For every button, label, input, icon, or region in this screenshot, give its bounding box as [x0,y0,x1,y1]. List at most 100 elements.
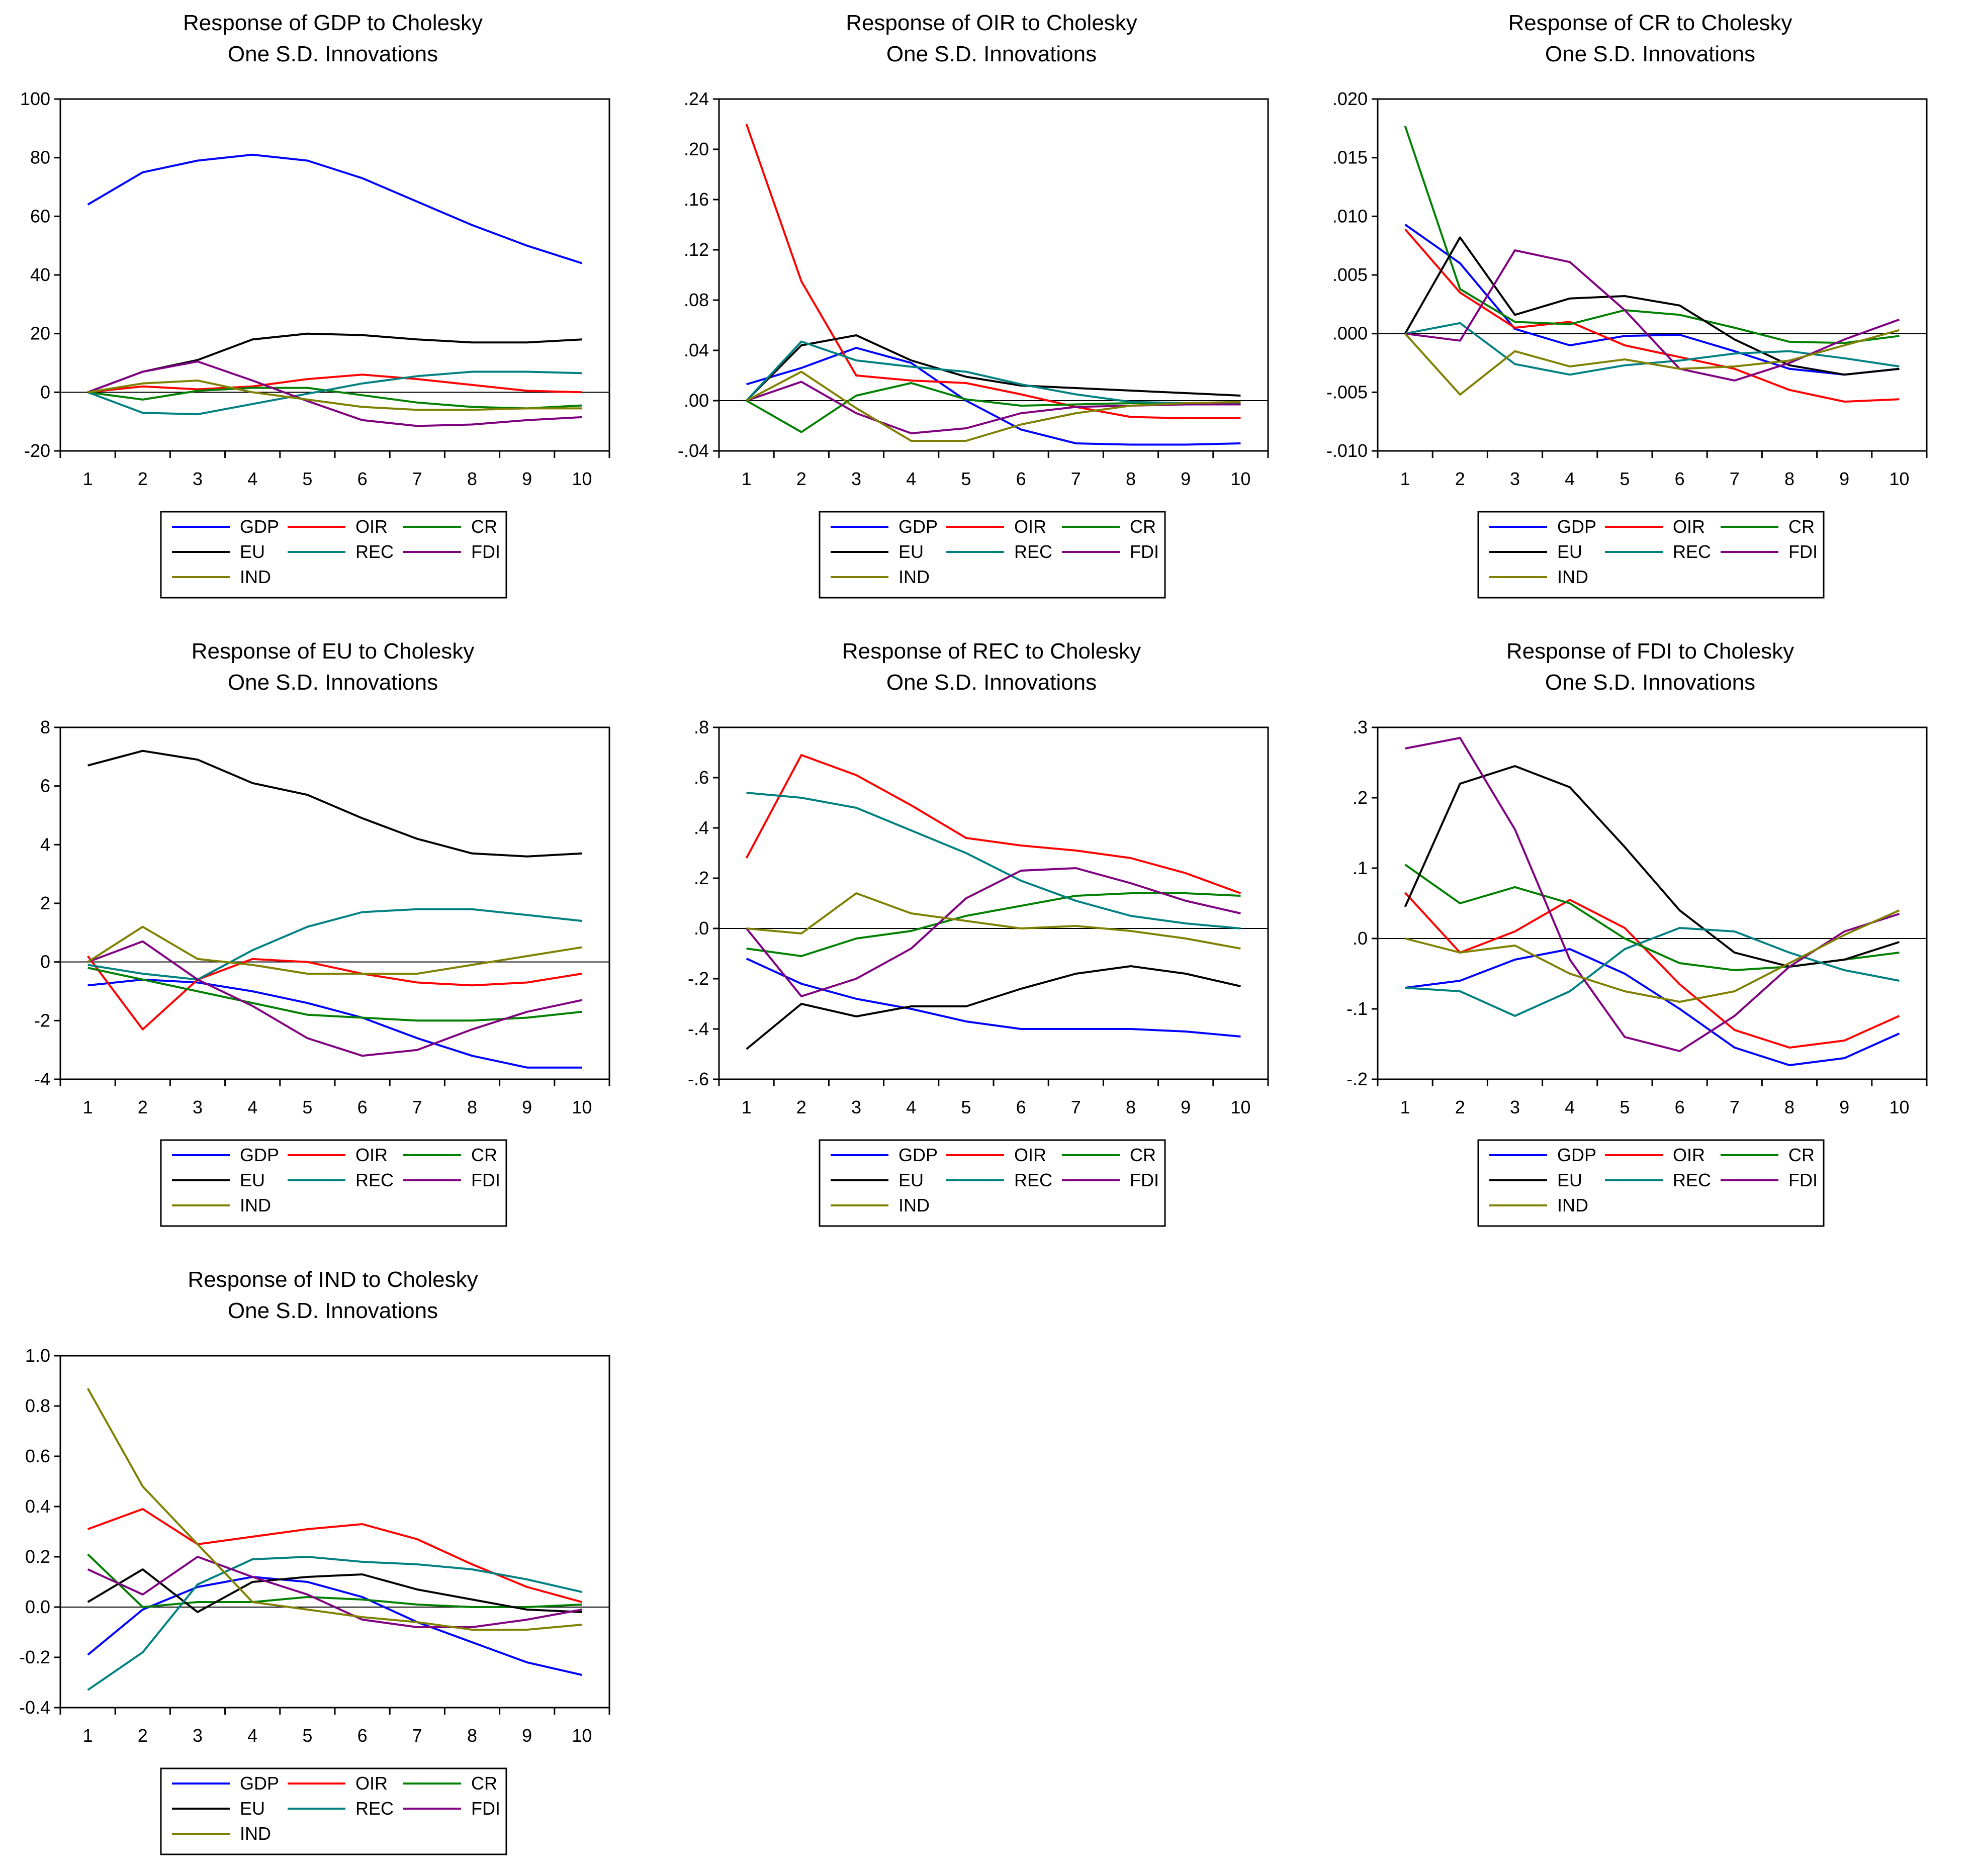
x-tick-label: 4 [247,1097,257,1117]
chart-eu-response: Response of EU to Cholesky One S.D. Innov… [34,639,610,1227]
legend-box [160,1139,507,1227]
x-tick-label: 5 [302,1097,312,1117]
y-tick-label: .000 [1332,323,1368,344]
y-tick-label: 1.0 [25,1345,50,1366]
legend-label-ind: IND [1557,567,1588,587]
series-line-ind [746,370,1241,442]
series-line-oir [745,754,1241,894]
y-tick-label: 0 [40,382,50,402]
y-tick-label: 8 [40,717,50,737]
plot-frame [1377,98,1928,452]
legend-label-ind: IND [899,1195,930,1215]
chart-ind-response: Response of IND to Cholesky One S.D. Inno… [19,1267,610,1855]
x-tick-label: 10 [1889,1097,1909,1117]
legend-label-cr: CR [471,1145,497,1165]
y-tick-label: -.4 [688,1018,709,1039]
y-tick-label: .08 [684,290,709,310]
x-tick-label: 8 [1784,1097,1794,1117]
y-tick-label: .005 [1332,264,1368,285]
y-tick-label: 2 [40,893,50,913]
chart-fdi-response: Response of FDI to Cholesky One S.D. Inno… [1346,639,1928,1227]
series-line-ind [87,925,582,975]
x-tick-label: 8 [467,1725,477,1746]
y-tick-label: .00 [684,390,709,411]
legend-label-oir: OIR [1014,1145,1046,1165]
y-tick-label: -.6 [688,1069,709,1089]
x-tick-label: 4 [1565,1097,1575,1117]
chart-subtitle: One S.D. Innovations [886,670,1097,695]
series-line-cr [87,1553,582,1608]
x-tick-label: 10 [572,468,592,489]
series-line-eu [87,1568,582,1613]
y-tick-label: .24 [684,88,709,109]
y-tick-label: 0.6 [25,1446,50,1466]
legend-label-oir: OIR [355,516,388,537]
legend-box [160,1767,507,1855]
legend-label-oir: OIR [1673,516,1705,537]
legend-label-rec: REC [1014,541,1052,562]
series-line-oir [1404,892,1900,1049]
x-tick-label: 9 [522,1725,532,1746]
y-tick-label: .015 [1332,147,1368,168]
series-line-fdi [87,360,582,427]
x-tick-label: 9 [522,468,532,489]
chart-rec-response: Response of REC to Cholesky One S.D. Inno… [688,639,1269,1227]
series-line-gdp [87,978,582,1069]
x-tick-label: 5 [961,468,971,489]
series-line-cr [746,892,1241,957]
y-tick-label: -.005 [1326,382,1368,402]
series-line-cr [87,387,582,410]
y-tick-label: .04 [684,340,709,360]
series-line-gdp [87,153,583,264]
legend-label-ind: IND [240,567,271,587]
series-line-rec [1405,322,1900,376]
legend-label-gdp: GDP [899,516,938,537]
x-tick-label: 2 [796,468,806,489]
x-tick-label: 10 [572,1097,592,1117]
legend-box [1477,511,1825,599]
legend-label-gdp: GDP [240,1773,279,1794]
legend-label-eu: EU [240,1170,265,1190]
chart-cr-response: Response of CR to Cholesky One S.D. Innov… [1326,11,1928,599]
x-tick-label: 10 [1889,468,1909,489]
x-tick-label: 7 [1071,468,1081,489]
plot-frame [718,726,1269,1080]
series-line-eu [746,334,1241,402]
legend-label-eu: EU [240,1798,265,1819]
chart-legend: GDP OIR CR EU REC FDI IND [1477,1139,1825,1227]
series-line-rec [87,370,582,416]
x-tick-label: 1 [742,1097,752,1117]
x-tick-label: 1 [83,468,93,489]
series-line-oir [87,1508,582,1603]
x-tick-label: 1 [83,1097,93,1117]
x-tick-label: 6 [1675,468,1685,489]
x-tick-label: 7 [412,468,422,489]
legend-label-rec: REC [1673,541,1711,562]
plot-frame [718,98,1269,452]
chart-subtitle: One S.D. Innovations [1545,42,1755,66]
chart-subtitle: One S.D. Innovations [228,1298,438,1323]
chart-legend: GDP OIR CR EU REC FDI IND [160,1767,507,1855]
x-tick-label: 9 [522,1097,532,1117]
series-line-oir [87,373,582,394]
chart-title: Response of OIR to Cholesky [846,11,1137,35]
y-tick-label: .16 [684,189,709,210]
legend-label-rec: REC [355,541,394,562]
chart-subtitle: One S.D. Innovations [228,42,438,66]
legend-label-cr: CR [1788,516,1815,537]
series-line-ind [1405,909,1900,1003]
y-tick-label: -20 [24,440,50,461]
x-tick-label: 7 [412,1725,422,1746]
chart-title: Response of EU to Cholesky [192,639,475,664]
y-tick-label: .0 [694,918,709,939]
y-tick-label: -0.4 [19,1697,50,1718]
series-line-rec [87,1556,582,1691]
series-line-ind [1404,329,1900,396]
x-tick-label: 4 [906,468,916,489]
legend-label-cr: CR [1788,1145,1815,1165]
y-tick-label: 0 [40,952,50,972]
series-line-rec [87,908,582,981]
x-tick-label: 4 [906,1097,916,1117]
x-tick-label: 1 [1400,1097,1410,1117]
y-tick-label: 0.2 [25,1546,50,1567]
